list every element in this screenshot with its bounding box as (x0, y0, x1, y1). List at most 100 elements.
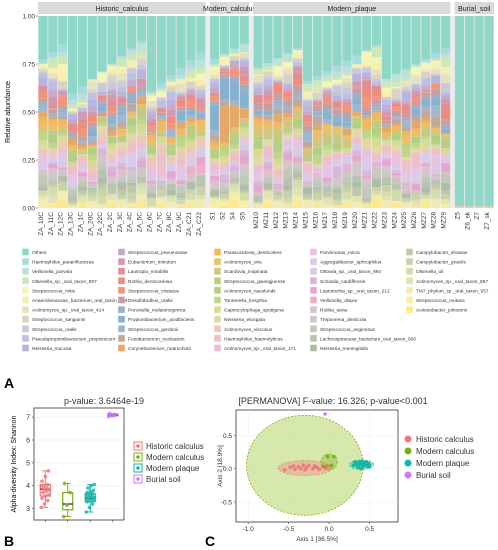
bar-segment (401, 114, 411, 119)
y-axis-label-b: Alpha-diversity Index: Shannon (11, 415, 18, 512)
bar-segment (127, 85, 137, 87)
bar-segment (210, 148, 220, 151)
bar-segment (381, 140, 391, 142)
legend-label: Veillonella_dispar (320, 298, 358, 304)
legend-label: Actinomyces_sp._oral_taxon_414 (32, 308, 104, 314)
bar-segment (186, 90, 196, 95)
bar-segment (273, 151, 283, 159)
bar-segment (146, 112, 156, 115)
bar-segment (146, 165, 156, 170)
bar-segment (283, 82, 293, 84)
bar-segment (293, 168, 303, 172)
bar-segment (322, 155, 332, 156)
data-point (84, 510, 89, 514)
bar-segment (312, 200, 322, 203)
bar-segment (107, 110, 117, 113)
bar-segment (87, 79, 97, 81)
bar-segment (87, 154, 97, 161)
bar-segment (87, 171, 97, 174)
scatter-point (323, 412, 327, 416)
bar-segment (239, 108, 249, 119)
bar-segment (431, 58, 441, 61)
bar-segment (107, 171, 117, 177)
bar-segment (156, 143, 166, 146)
bar-segment (362, 98, 372, 108)
bar-segment (253, 185, 263, 193)
bar-segment (302, 115, 312, 119)
bar-segment (342, 152, 352, 153)
scatter-point (307, 463, 311, 468)
legend-label: Capnocytophaga_sputigena (224, 308, 284, 314)
bar-segment (441, 16, 451, 49)
bar-segment (302, 91, 312, 93)
y-tick-label-c: 0.5 (223, 433, 232, 440)
bar-segment (411, 170, 421, 179)
bar-segment (87, 16, 97, 80)
bar-segment (38, 77, 48, 85)
data-point (40, 496, 44, 501)
bar-segment (127, 204, 137, 206)
legend-swatch (21, 277, 30, 285)
bar-segment (77, 193, 87, 195)
bar-segment (263, 136, 273, 137)
bar-segment (302, 170, 312, 173)
bar-segment (322, 74, 332, 78)
bar-segment (312, 193, 322, 200)
bar-segment (117, 175, 127, 182)
bar-segment (312, 203, 322, 204)
x-tick-label-c: 0.5 (365, 526, 374, 533)
bar-segment (332, 114, 342, 121)
bar-segment (97, 177, 107, 184)
bar-segment (302, 147, 312, 150)
bar-segment (342, 202, 352, 208)
bar-segment (253, 176, 263, 181)
bar-segment (283, 190, 293, 192)
bar-segment (332, 206, 342, 208)
bar-segment (239, 93, 249, 109)
bar-segment (220, 201, 230, 206)
bar-segment (362, 66, 372, 68)
bar-segment (312, 163, 322, 166)
bar-segment (87, 121, 97, 124)
legend-swatch (213, 267, 222, 275)
bar-segment (68, 206, 78, 208)
legend-dot-b (136, 444, 140, 448)
bar-segment (263, 177, 273, 182)
bar-segment (229, 69, 239, 77)
data-point (92, 482, 97, 487)
bar-segment (38, 195, 48, 199)
scatter-point (288, 465, 293, 470)
bar-segment (263, 184, 273, 190)
bar-segment (312, 92, 322, 100)
bar-segment (146, 90, 156, 94)
bar-segment (229, 82, 239, 101)
legend-swatch (117, 248, 126, 256)
bar-segment (411, 16, 421, 64)
bar-segment (87, 92, 97, 100)
bar-segment (362, 181, 372, 189)
bar-segment (322, 192, 332, 197)
bar-segment (220, 149, 230, 156)
bar-segment (421, 117, 431, 122)
bar-segment (38, 64, 48, 69)
bar-segment (38, 111, 48, 113)
bar-segment (166, 197, 176, 202)
bar-segment (97, 99, 107, 103)
bar-segment (146, 110, 156, 113)
bar-segment (253, 195, 263, 202)
facet-strip (209, 2, 250, 14)
bar-segment (176, 79, 186, 80)
x-tick-label-a: ZA_22C (97, 212, 104, 236)
bar-segment (77, 107, 87, 112)
bar-segment (401, 143, 411, 147)
bar-segment (176, 135, 186, 137)
bar-segment (97, 83, 107, 92)
bar-segment (186, 115, 196, 119)
bar-segment (38, 148, 48, 153)
bar-segment (176, 200, 186, 205)
bar-segment (137, 96, 147, 105)
scatter-point (311, 466, 315, 471)
bar-segment (127, 54, 137, 61)
bar-segment (48, 204, 58, 206)
bar-segment (401, 148, 411, 158)
